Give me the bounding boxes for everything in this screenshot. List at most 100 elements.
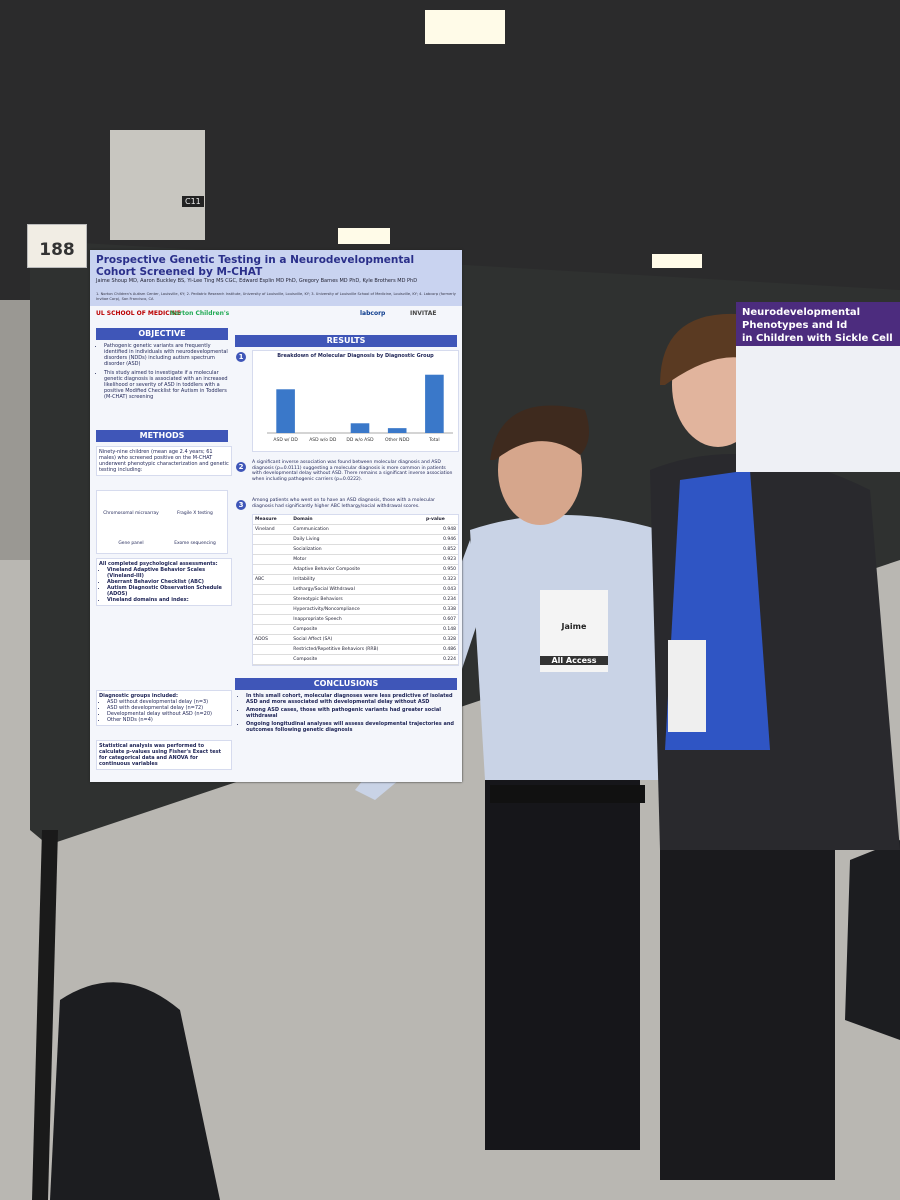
table-cell: Stereotypic Behaviors [291, 594, 424, 605]
table-cell [253, 594, 292, 605]
table-cell: Restricted/Repetitive Behaviors (RRB) [291, 644, 424, 655]
assessment: Vineland Adaptive Behavior Scales (Vinel… [107, 567, 229, 579]
category-label: DD w/o ASD [346, 437, 374, 443]
groups-intro: Diagnostic groups included: [99, 693, 178, 699]
table-cell [253, 624, 292, 635]
booth-sign: 188 [27, 224, 87, 268]
chart: ASD w/ DD ASD w/o DD DD w/o ASD Other NDD To… [267, 374, 453, 443]
column [110, 130, 205, 240]
bar [276, 389, 295, 433]
badge-access: All Access [540, 656, 608, 665]
belt [490, 785, 645, 803]
affiliations: 1. Norton Children's Autism Center, Loui… [96, 292, 456, 301]
category-label: ASD w/ DD [273, 437, 298, 443]
test-label: Gene panel [118, 541, 144, 546]
table-cell [253, 614, 292, 625]
table-row: Vineland Communication 0.948 [253, 524, 458, 535]
finding: Among patients who went on to have an AS… [252, 498, 435, 509]
poster: Prospective Genetic Testing in a Neurode… [90, 250, 462, 782]
bar [425, 374, 444, 433]
step-number: 3 [236, 500, 246, 510]
table-row: ABC Irritability 0.323 [253, 574, 458, 585]
trousers [485, 770, 640, 1150]
conclusion: Among ASD cases, those with pathogenic v… [246, 707, 456, 719]
section-heading: OBJECTIVE [96, 328, 228, 340]
table-cell: 0.950 [423, 564, 458, 575]
table-header: Measure Domain p-value [253, 515, 458, 525]
statistics: Statistical analysis was performed to ca… [96, 740, 232, 770]
bar [350, 423, 370, 433]
table-cell: 0.948 [423, 524, 458, 535]
table-cell: Inappropriate Speech [291, 614, 424, 625]
ceiling-light [652, 254, 702, 268]
table-cell: Composite [291, 654, 424, 665]
neighbor-poster-title: Neurodevelopmental Phenotypes and Id [742, 307, 861, 331]
step-number: 2 [236, 462, 246, 472]
group: ASD with developmental delay (n=72) [107, 705, 229, 711]
table-cell: 0.234 [423, 594, 458, 605]
test-label: Chromosomal microarray [103, 511, 159, 516]
ceiling-light [425, 10, 505, 44]
table-cell: 0.328 [423, 634, 458, 645]
header-cell: Measure [253, 515, 292, 525]
logo: INVITAE [410, 310, 437, 317]
table-cell: 0.486 [423, 644, 458, 655]
table-cell: 0.607 [423, 614, 458, 625]
table-cell [253, 604, 292, 615]
poster-title: Prospective Genetic Testing in a Neurode… [96, 254, 415, 278]
group: Other NDDs (n=4) [107, 717, 229, 723]
table-cell: 0.043 [423, 584, 458, 595]
ceiling-light [338, 228, 390, 244]
objective-item-list: Pathogenic genetic variants are frequent… [96, 343, 228, 400]
table-box: Measure Domain p-value Vineland Communicatio… [252, 514, 459, 666]
section-heading: METHODS [96, 430, 228, 442]
category-label: Other NDD [385, 437, 410, 443]
section-heading: CONCLUSIONS [235, 678, 457, 690]
header-cell: p-value [423, 515, 458, 525]
table-row: Composite 0.148 [253, 624, 458, 635]
table-cell: Communication [291, 524, 424, 535]
table-cell: 0.946 [423, 534, 458, 545]
assessments: All completed psychological assessments:… [96, 558, 232, 606]
bag [845, 840, 900, 1040]
conclusion-list: In this small cohort, molecular diagnose… [238, 693, 456, 733]
table-cell: Adaptive Behavior Composite [291, 564, 424, 575]
table-cell [253, 584, 292, 595]
objective-item: This study aimed to investigate if a mol… [104, 370, 228, 400]
table-row: Composite 0.224 [253, 654, 458, 665]
assessments-intro: All completed psychological assessments: [99, 561, 218, 567]
section-heading: RESULTS [235, 335, 457, 347]
neighbor-poster-header: Neurodevelopmental Phenotypes and Id in … [736, 302, 900, 346]
step-number: 1 [236, 352, 246, 362]
logo: UL SCHOOL OF MEDICINE [96, 310, 181, 317]
table-row: Hyperactivity/Noncompliance 0.338 [253, 604, 458, 615]
table-cell: 0.148 [423, 624, 458, 635]
table-cell: Vineland [253, 524, 292, 535]
table-cell: ADOS [253, 634, 292, 645]
logo: labcorp [360, 310, 386, 317]
table-cell: 0.338 [423, 604, 458, 615]
table-cell: Hyperactivity/Noncompliance [291, 604, 424, 615]
table-cell [253, 564, 292, 575]
table-cell: 0.923 [423, 554, 458, 565]
table-cell: Irritability [291, 574, 424, 585]
finding: A significant inverse association was fo… [252, 460, 453, 482]
logo: Norton Children's [170, 310, 230, 317]
assessment-list: Vineland Adaptive Behavior Scales (Vinel… [99, 567, 229, 603]
table-row: Socialization 0.852 [253, 544, 458, 555]
groups: Diagnostic groups included:ASD without d… [96, 690, 232, 726]
table-row: ADOS Social Affect (SA) 0.328 [253, 634, 458, 645]
table-cell: Social Affect (SA) [291, 634, 424, 645]
tests: Chromosomal microarray Fragile X testing G… [96, 490, 228, 554]
test-label: Exome sequencing [174, 541, 216, 546]
authors: Jaime Shoup MD, Aaron Buckley BS, Yi-Lee… [96, 278, 418, 284]
backpack [50, 982, 220, 1200]
column-label: C11 [182, 196, 204, 207]
conclusions-list: In this small cohort, molecular diagnose… [238, 693, 456, 735]
badge [668, 640, 706, 732]
badge-name: Jaime [561, 622, 587, 631]
chart-box: Breakdown of Molecular Diagnosis by Diag… [252, 350, 459, 452]
table-cell: Daily Living [291, 534, 424, 545]
table-cell [253, 544, 292, 555]
